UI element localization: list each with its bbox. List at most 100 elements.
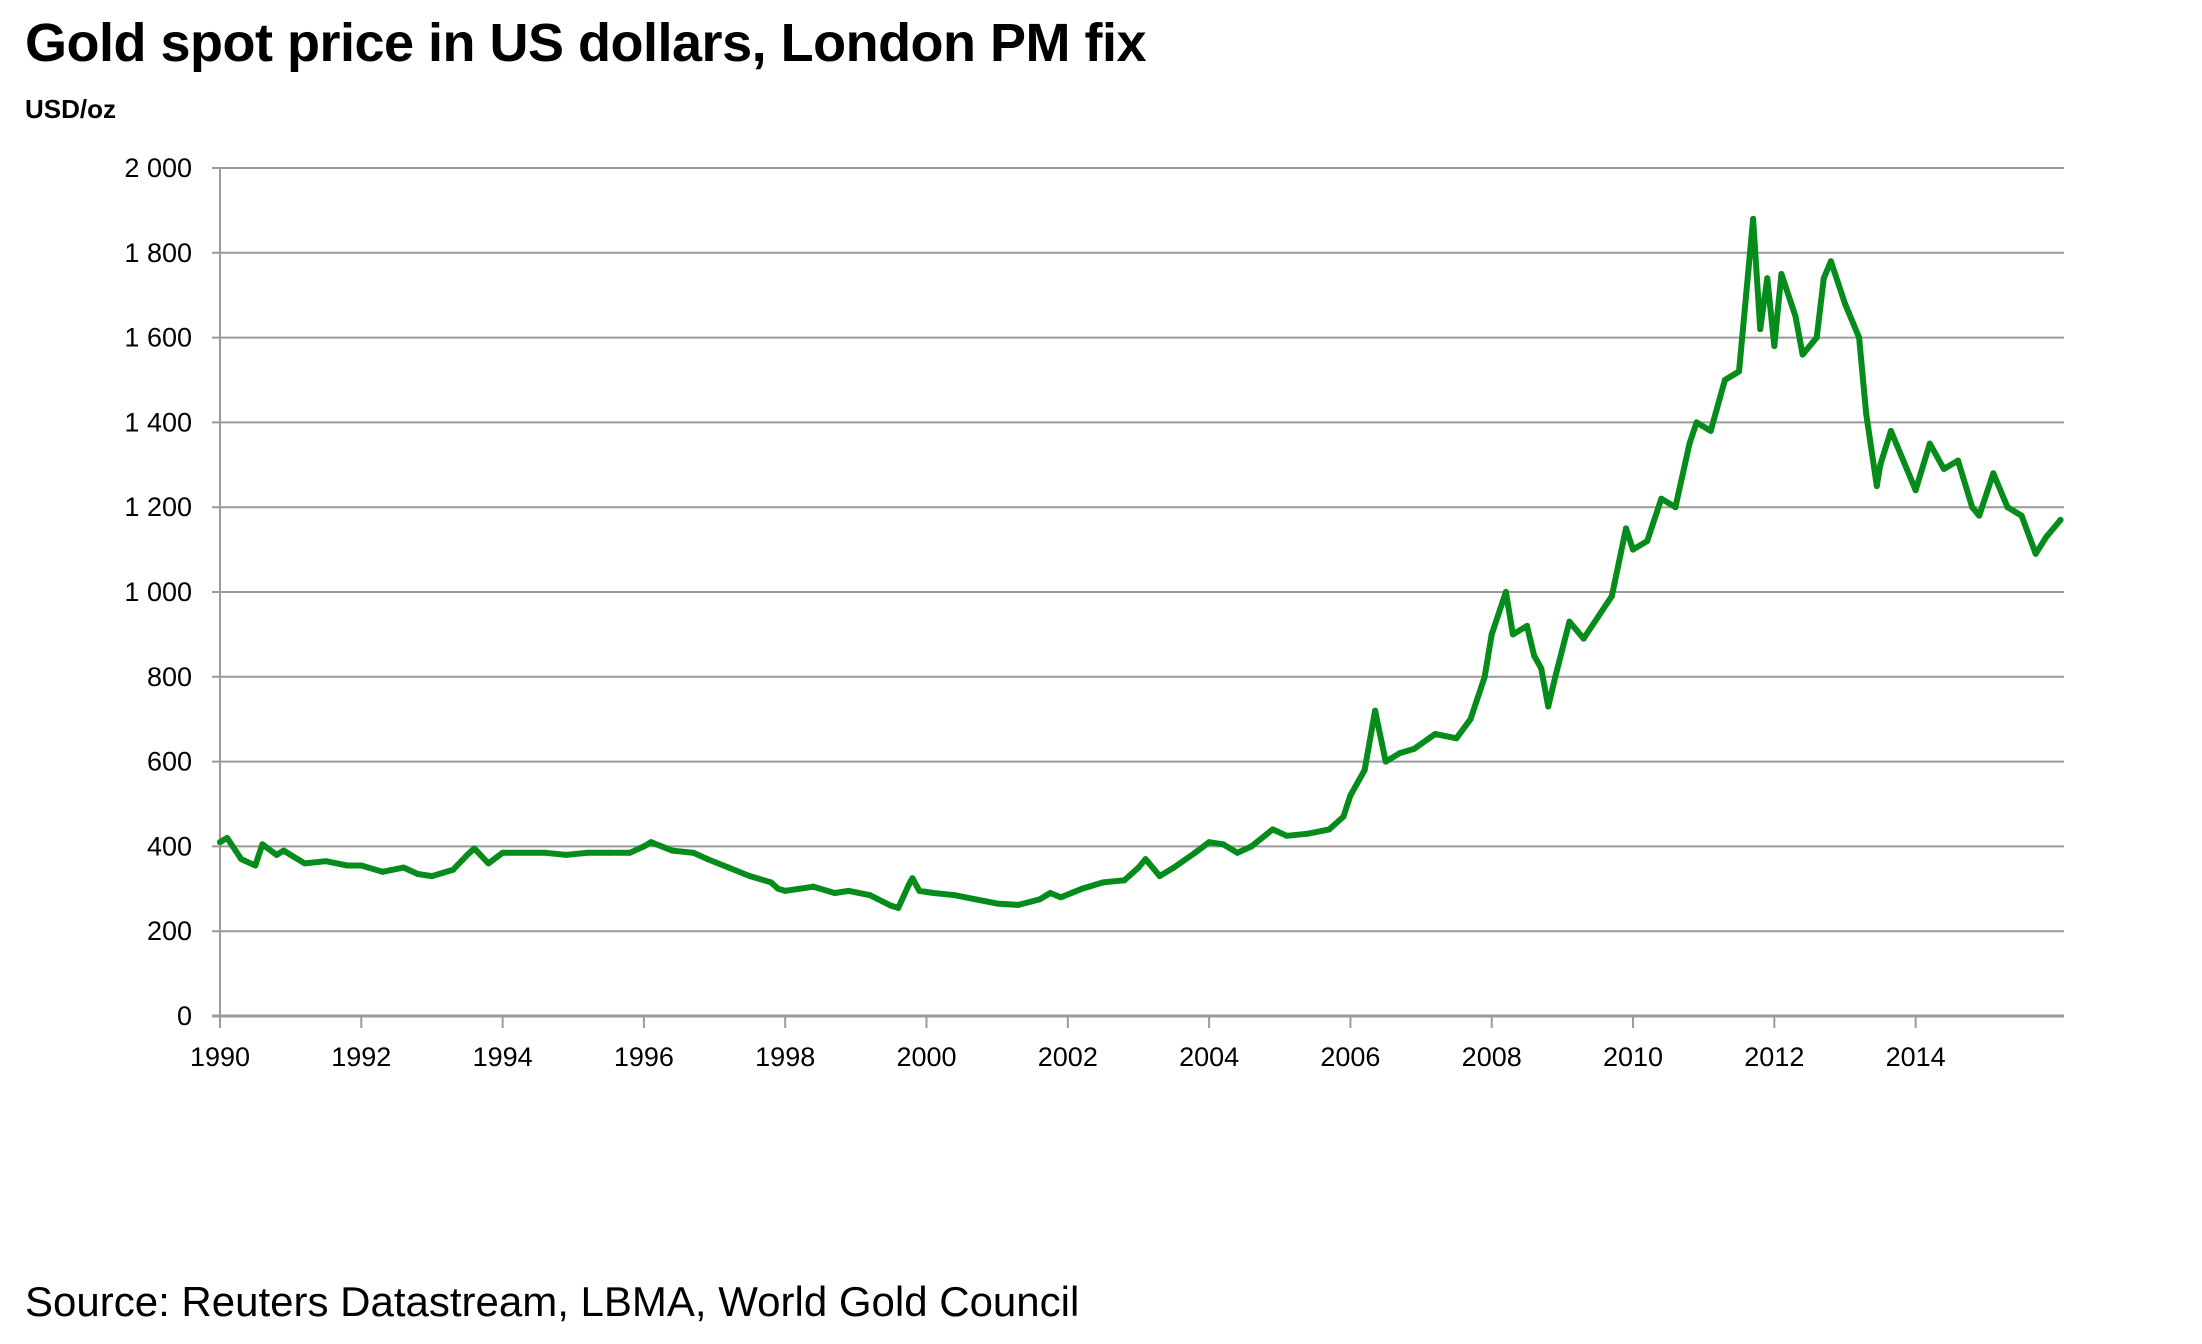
- data-point: [1411, 745, 1418, 752]
- data-point: [1743, 292, 1750, 299]
- source-note: Source: Reuters Datastream, LBMA, World …: [25, 1278, 1080, 1325]
- data-point: [1361, 767, 1368, 774]
- data-point: [647, 839, 654, 846]
- data-point: [1764, 275, 1771, 282]
- x-tick-label: 2014: [1886, 1042, 1946, 1072]
- data-point: [690, 849, 697, 856]
- y-tick-label: 1 800: [124, 238, 192, 268]
- data-point: [464, 851, 471, 858]
- data-point: [280, 847, 287, 854]
- data-point: [1707, 427, 1714, 434]
- data-point: [1887, 427, 1894, 434]
- x-tick-label: 2006: [1320, 1042, 1380, 1072]
- data-point: [810, 883, 817, 890]
- x-tick-label: 1990: [190, 1042, 250, 1072]
- gridlines: [212, 167, 2064, 933]
- data-point: [775, 885, 782, 892]
- data-point: [1156, 873, 1163, 880]
- data-point: [1269, 826, 1276, 833]
- data-point: [605, 849, 612, 856]
- data-point: [1799, 351, 1806, 358]
- data-point: [1340, 813, 1347, 820]
- x-tick-label: 2012: [1744, 1042, 1804, 1072]
- x-tick-label: 1994: [473, 1042, 533, 1072]
- data-point: [273, 851, 280, 858]
- data-point: [951, 892, 958, 899]
- data-point: [1432, 731, 1439, 738]
- y-tick-label: 1 600: [124, 323, 192, 353]
- data-point: [563, 851, 570, 858]
- data-point: [916, 887, 923, 894]
- data-point: [224, 834, 231, 841]
- data-point: [1721, 377, 1728, 383]
- x-tick-label: 2002: [1038, 1042, 1098, 1072]
- y-tick-label: 200: [147, 916, 192, 946]
- data-point: [1220, 841, 1227, 848]
- data-point: [1778, 271, 1785, 277]
- data-point: [301, 860, 308, 867]
- data-point: [450, 866, 457, 873]
- data-point: [1912, 487, 1919, 494]
- data-point: [1608, 593, 1615, 600]
- data-point: [1750, 215, 1757, 222]
- data-point: [259, 841, 266, 848]
- data-point: [1170, 864, 1177, 871]
- y-tick-label: 800: [147, 662, 192, 692]
- data-point: [1990, 470, 1997, 477]
- data-point: [1524, 622, 1531, 629]
- data-point: [866, 892, 873, 899]
- axes: 0 200 400 600 800 1 000 1 200 1 400 1 600 1 800 2 …: [124, 153, 2064, 1072]
- data-point: [1206, 839, 1213, 846]
- data-point: [1545, 703, 1552, 710]
- data-point: [1693, 419, 1700, 426]
- data-point: [2057, 516, 2064, 523]
- y-tick-label: 1 000: [124, 577, 192, 607]
- data-point: [1813, 334, 1820, 341]
- data-point: [1827, 258, 1834, 265]
- data-point: [1531, 652, 1538, 659]
- data-point: [895, 904, 902, 911]
- data-point: [1234, 849, 1241, 856]
- data-point: [541, 849, 548, 856]
- data-point: [905, 881, 912, 888]
- chart-title: Gold spot price in US dollars, London PM…: [25, 13, 1147, 73]
- data-point: [1538, 665, 1545, 672]
- data-point: [1078, 885, 1085, 892]
- data-point: [796, 885, 803, 892]
- data-point: [344, 862, 351, 869]
- data-point: [322, 858, 329, 865]
- data-point: [768, 879, 775, 886]
- y-axis-unit-label: USD/oz: [25, 94, 116, 124]
- data-point: [1969, 504, 1976, 511]
- data-point: [1100, 879, 1107, 886]
- data-point: [1142, 856, 1149, 863]
- data-point: [1135, 864, 1142, 871]
- data-point: [1841, 300, 1848, 307]
- data-point: [379, 868, 386, 875]
- data-point: [1955, 457, 1962, 464]
- data-point: [1873, 483, 1880, 489]
- data-point: [400, 864, 407, 871]
- x-tick-label: 2008: [1462, 1042, 1522, 1072]
- data-point: [1248, 843, 1255, 850]
- price-line: [217, 215, 2064, 911]
- data-point: [1372, 707, 1379, 714]
- data-point: [1015, 901, 1022, 908]
- data-point: [640, 843, 647, 850]
- data-point: [1057, 894, 1064, 901]
- data-point: [1283, 832, 1290, 839]
- data-point: [725, 864, 732, 871]
- data-point: [888, 902, 895, 909]
- data-point: [1863, 410, 1870, 417]
- data-point: [909, 875, 916, 882]
- x-tick-label: 2004: [1179, 1042, 1239, 1072]
- data-point: [1820, 275, 1827, 282]
- data-point: [746, 873, 753, 880]
- data-point: [485, 860, 492, 867]
- data-point: [520, 849, 527, 856]
- data-point: [499, 849, 506, 856]
- data-point: [1488, 631, 1495, 638]
- y-tick-label: 0: [177, 1001, 192, 1031]
- data-point: [1898, 453, 1905, 460]
- data-point: [1566, 618, 1573, 625]
